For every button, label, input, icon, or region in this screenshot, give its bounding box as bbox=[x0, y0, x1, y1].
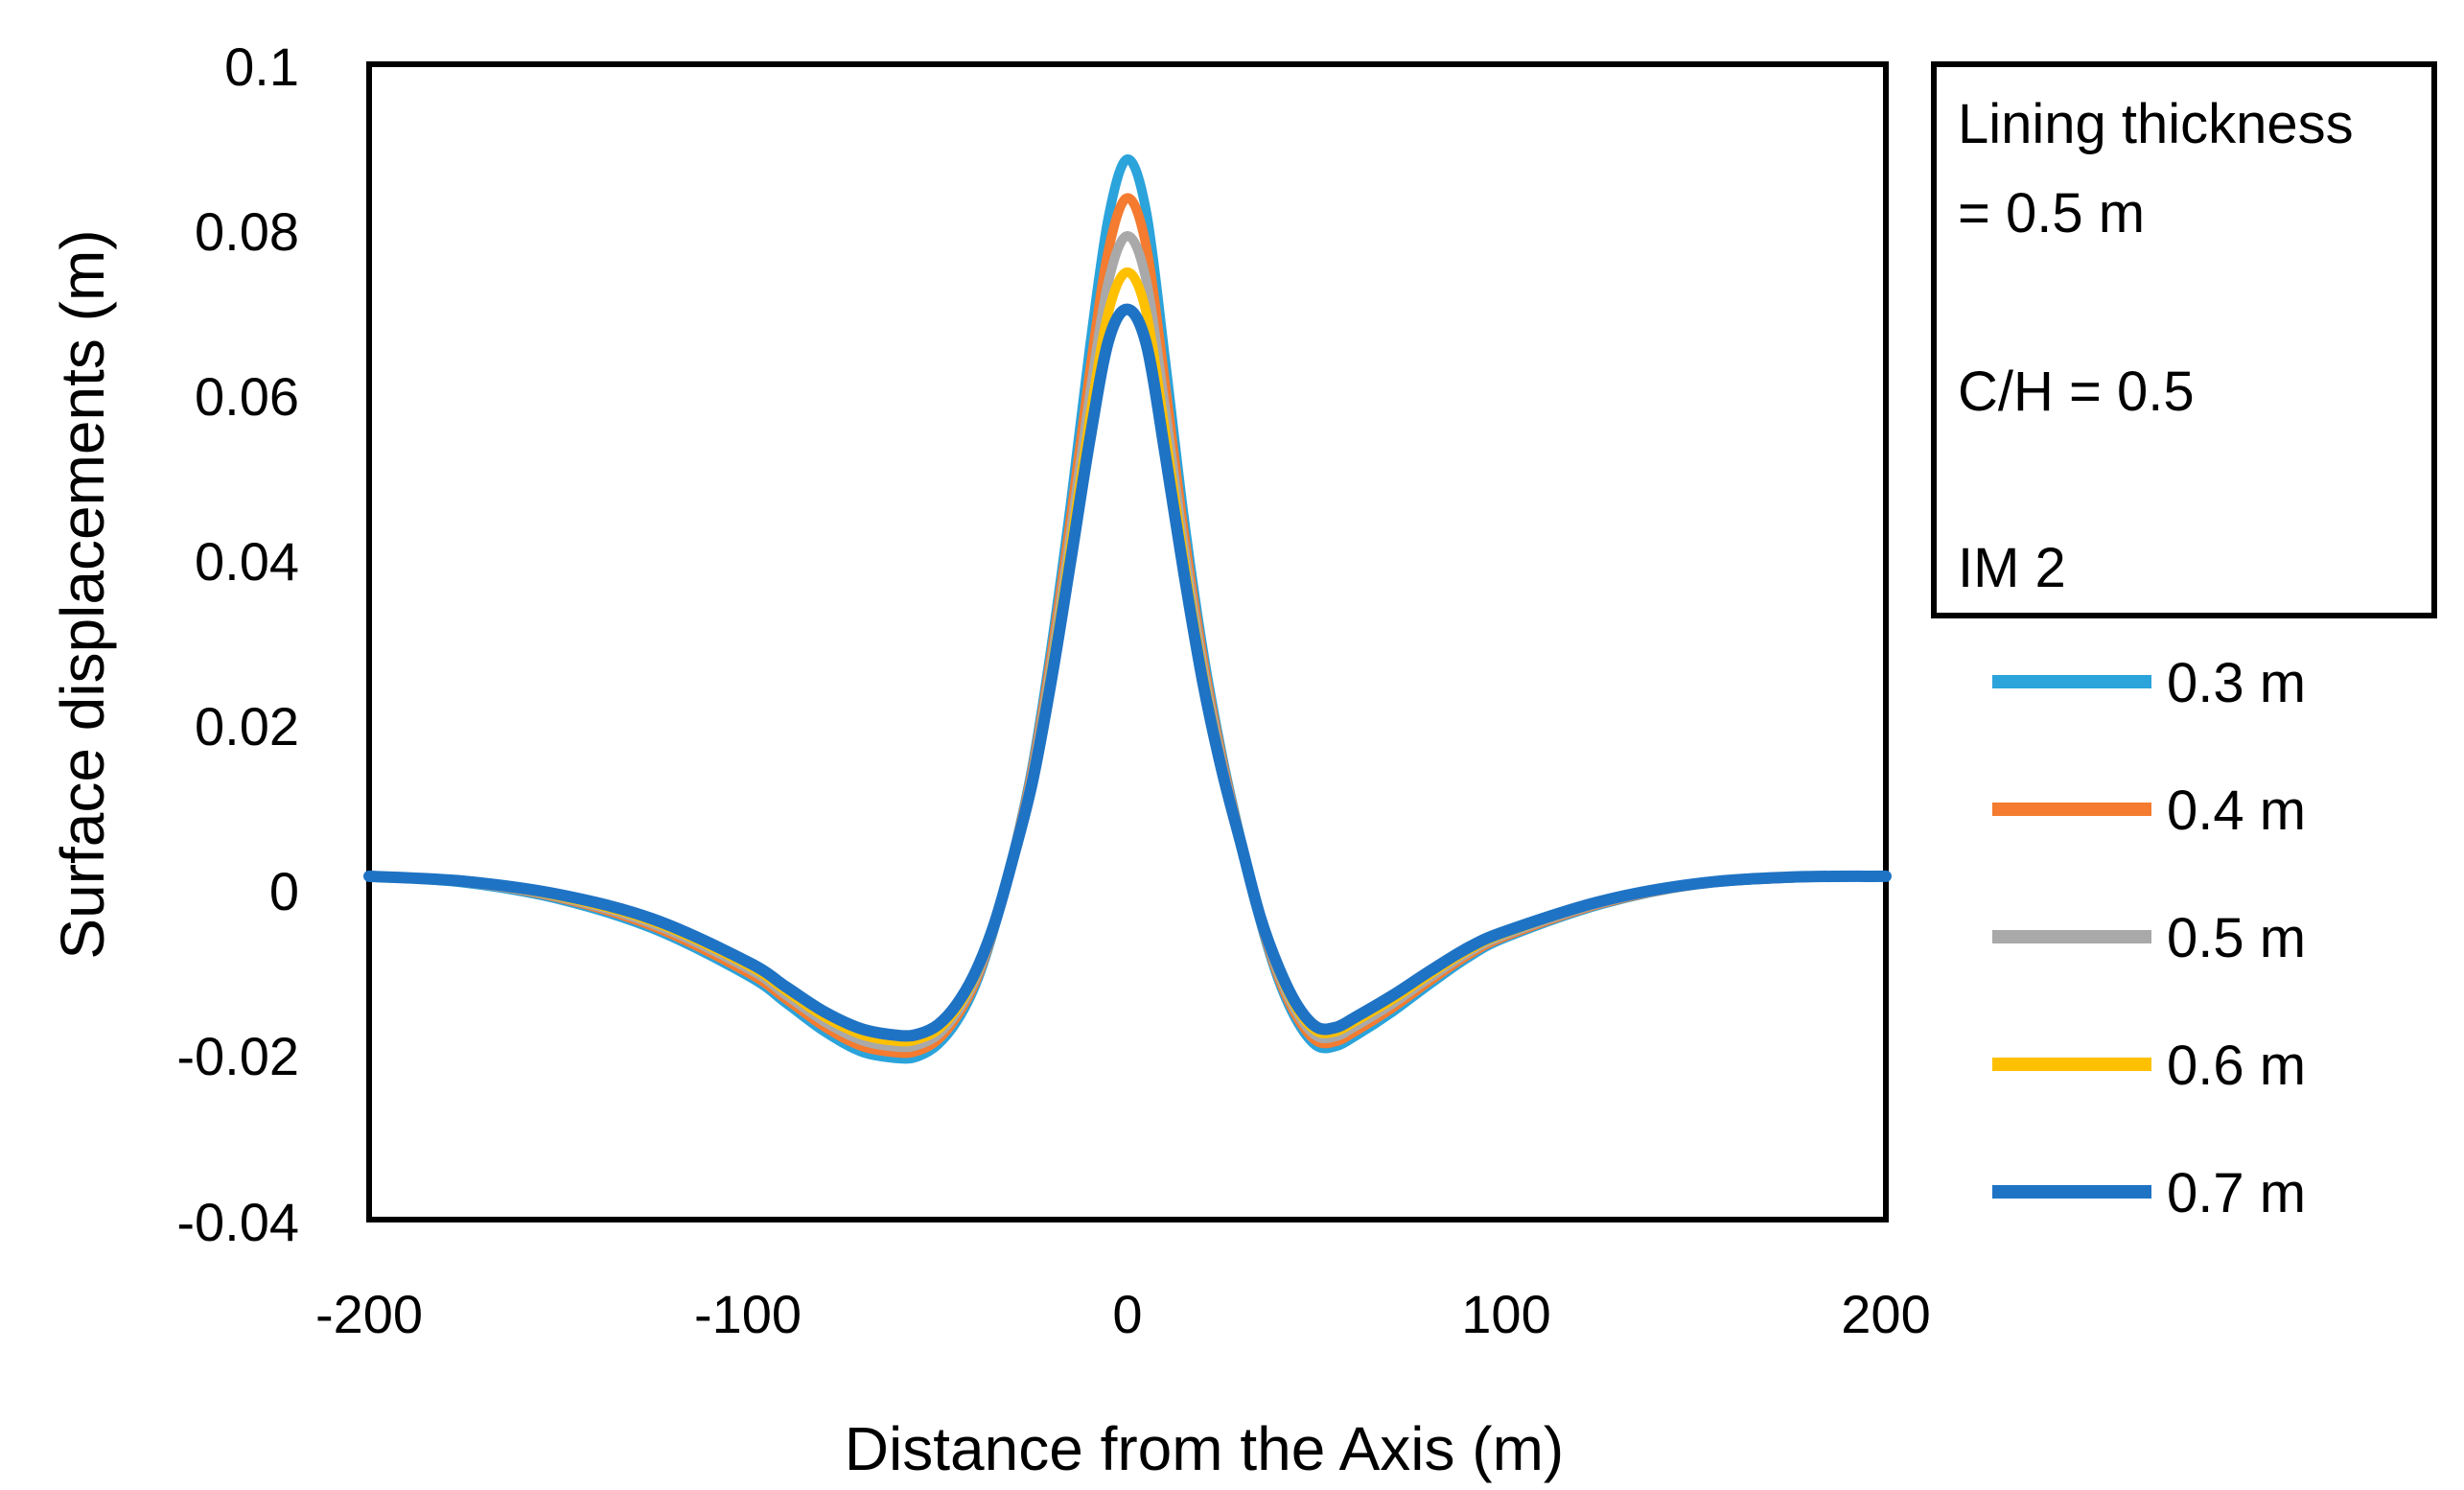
legend-label: 0.5 m bbox=[2167, 907, 2306, 969]
x-tick-label: 0 bbox=[1112, 1284, 1142, 1344]
y-tick-label: 0.04 bbox=[195, 531, 299, 592]
y-tick-label: -0.04 bbox=[176, 1192, 299, 1252]
y-axis: 0.1 0.08 0.06 0.04 0.02 0 -0.02 -0.04 bbox=[176, 36, 299, 1252]
y-axis-title: Surface displacements (m) bbox=[48, 229, 117, 959]
legend-label: 0.7 m bbox=[2167, 1162, 2306, 1224]
y-tick-label: 0.02 bbox=[195, 696, 299, 757]
series-group bbox=[363, 154, 1892, 1064]
annotation-line: Lining thickness bbox=[1958, 93, 2354, 155]
annotation-box: Lining thickness = 0.5 m C/H = 0.5 IM 2 bbox=[1931, 61, 2437, 618]
annotation-line: = 0.5 m bbox=[1958, 182, 2145, 244]
legend-label: 0.3 m bbox=[2167, 652, 2306, 714]
annotation-frame bbox=[1931, 61, 2437, 618]
x-axis-title: Distance from the Axis (m) bbox=[845, 1414, 1564, 1483]
legend-item: 0.6 m bbox=[1992, 1035, 2306, 1097]
legend-label: 0.6 m bbox=[2167, 1035, 2306, 1097]
y-tick-label: 0.1 bbox=[224, 36, 299, 97]
y-tick-label: 0 bbox=[269, 861, 299, 921]
y-tick-label: 0.06 bbox=[195, 366, 299, 427]
legend-item: 0.4 m bbox=[1992, 780, 2306, 842]
annotation-line: C/H = 0.5 bbox=[1958, 361, 2195, 423]
plot-area bbox=[366, 61, 1889, 1222]
x-axis: -200 -100 0 100 200 bbox=[315, 1284, 1931, 1344]
x-tick-label: -100 bbox=[694, 1284, 802, 1344]
x-tick-label: 200 bbox=[1841, 1284, 1930, 1344]
x-tick-label: -200 bbox=[315, 1284, 423, 1344]
legend: 0.3 m 0.4 m 0.5 m 0.6 m 0.7 m bbox=[1992, 652, 2306, 1224]
legend-item: 0.3 m bbox=[1992, 652, 2306, 714]
annotation-line: IM 2 bbox=[1958, 537, 2066, 599]
y-tick-label: -0.02 bbox=[176, 1026, 299, 1086]
legend-item: 0.5 m bbox=[1992, 907, 2306, 969]
y-tick-label: 0.08 bbox=[195, 201, 299, 262]
x-tick-label: 100 bbox=[1461, 1284, 1550, 1344]
series-line-0.7m bbox=[363, 303, 1892, 1042]
legend-label: 0.4 m bbox=[2167, 780, 2306, 842]
legend-item: 0.7 m bbox=[1992, 1162, 2306, 1224]
